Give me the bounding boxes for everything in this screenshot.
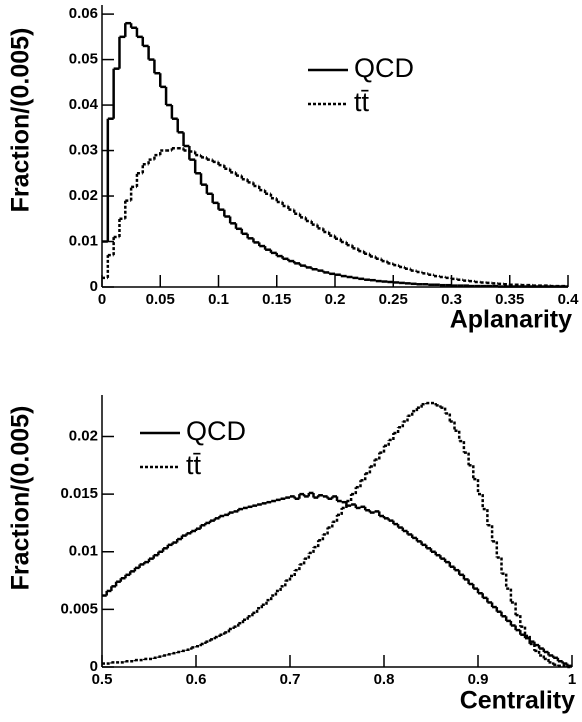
x-tick-label: 0.5: [92, 671, 113, 688]
x-tick-label: 0.8: [374, 671, 395, 688]
legend-label: tt̄: [354, 87, 370, 117]
y-tick-label: 0.01: [69, 232, 98, 249]
legend-label: QCD: [354, 53, 414, 83]
y-tick-label: 0.02: [69, 187, 98, 204]
x-tick-label: 0.1: [208, 291, 229, 308]
y-axis-title: Fraction/(0.005): [7, 406, 35, 591]
x-tick-label: 0.35: [495, 291, 524, 308]
y-tick-label: 0.005: [60, 600, 98, 617]
y-tick-label: 0.03: [69, 142, 98, 159]
y-tick-label: 0: [90, 278, 98, 295]
x-axis-title: Aplanarity: [450, 306, 572, 334]
x-tick-label: 0.9: [468, 671, 489, 688]
y-tick-label: 0.02: [69, 427, 98, 444]
legend-label: QCD: [186, 416, 246, 446]
y-tick-label: 0.04: [69, 96, 99, 113]
x-tick-label: 0.05: [146, 291, 175, 308]
x-tick-label: 0.25: [379, 291, 408, 308]
x-tick-label: 0.7: [280, 671, 301, 688]
x-tick-label: 0.6: [186, 671, 207, 688]
y-tick-label: 0.06: [69, 5, 98, 22]
x-tick-label: 0.3: [441, 291, 462, 308]
y-tick-label: 0.015: [60, 485, 98, 502]
x-tick-label: 0.2: [325, 291, 346, 308]
x-tick-label: 1: [568, 671, 576, 688]
y-tick-label: 0.01: [69, 543, 98, 560]
legend-label: tt̄: [186, 450, 202, 480]
x-tick-label: 0.15: [262, 291, 291, 308]
x-axis-title: Centrality: [460, 687, 575, 715]
y-tick-label: 0.05: [69, 51, 98, 68]
plot-frame: [102, 5, 568, 287]
x-tick-label: 0: [98, 291, 106, 308]
x-tick-label: 0.4: [558, 291, 580, 308]
y-tick-label: 0: [90, 658, 98, 675]
plot-frame: [102, 395, 572, 667]
y-axis-title: Fraction/(0.005): [7, 28, 35, 213]
